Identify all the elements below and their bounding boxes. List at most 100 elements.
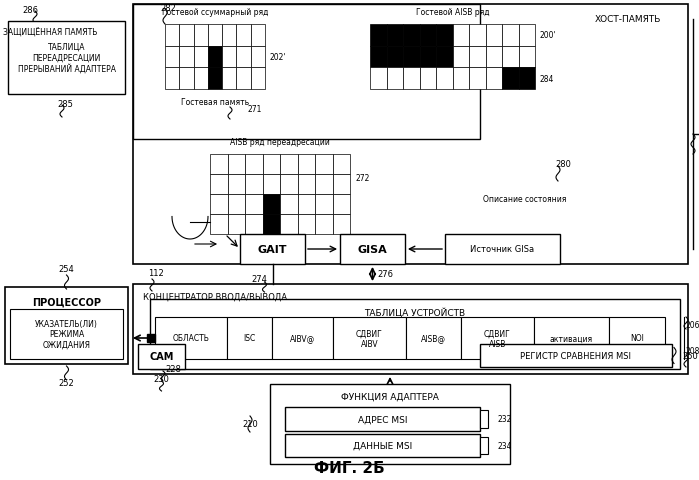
- Text: AIBV@: AIBV@: [290, 334, 315, 343]
- Bar: [436, 68, 452, 90]
- Bar: [315, 175, 333, 194]
- Text: 234: 234: [498, 441, 512, 450]
- Text: ДАННЫЕ MSI: ДАННЫЕ MSI: [353, 441, 412, 450]
- Bar: [333, 215, 350, 235]
- Text: ISC: ISC: [243, 334, 256, 343]
- Text: ФИГ. 2Б: ФИГ. 2Б: [314, 460, 385, 476]
- Text: Гостевой ссуммарный ряд: Гостевой ссуммарный ряд: [161, 8, 268, 17]
- Bar: [280, 215, 298, 235]
- Bar: [194, 68, 208, 90]
- Bar: [480, 410, 488, 428]
- Bar: [452, 25, 469, 47]
- Text: ПРОЦЕССОР: ПРОЦЕССОР: [32, 298, 101, 307]
- Bar: [179, 25, 194, 47]
- Bar: [236, 68, 251, 90]
- Bar: [333, 317, 405, 359]
- Text: ТАБЛИЦА
ПЕРЕАДРЕСАЦИИ
ПРЕРЫВАНИЙ АДАПТЕРА: ТАБЛИЦА ПЕРЕАДРЕСАЦИИ ПРЕРЫВАНИЙ АДАПТЕР…: [17, 43, 115, 74]
- Bar: [251, 68, 265, 90]
- Text: 200': 200': [540, 30, 556, 39]
- Bar: [227, 155, 245, 175]
- Bar: [519, 47, 535, 68]
- Bar: [280, 175, 298, 194]
- Bar: [315, 194, 333, 215]
- Bar: [227, 175, 245, 194]
- Text: Источник GISa: Источник GISa: [470, 245, 535, 254]
- Bar: [403, 25, 419, 47]
- Bar: [436, 25, 452, 47]
- Bar: [208, 68, 222, 90]
- Bar: [298, 194, 315, 215]
- Bar: [452, 68, 469, 90]
- Text: AISB@: AISB@: [421, 334, 446, 343]
- Text: УКАЗАТЕЛЬ(ЛИ)
РЕЖИМА
ОЖИДАНИЯ: УКАЗАТЕЛЬ(ЛИ) РЕЖИМА ОЖИДАНИЯ: [35, 319, 98, 349]
- Bar: [480, 437, 488, 454]
- Bar: [387, 25, 403, 47]
- Text: 271: 271: [247, 105, 261, 114]
- Bar: [285, 407, 480, 431]
- Bar: [315, 155, 333, 175]
- Bar: [469, 47, 486, 68]
- Text: 232: 232: [498, 415, 512, 424]
- Bar: [486, 25, 502, 47]
- Bar: [280, 194, 298, 215]
- Bar: [133, 5, 480, 140]
- Bar: [280, 155, 298, 175]
- Bar: [222, 25, 236, 47]
- Bar: [502, 68, 519, 90]
- Bar: [263, 175, 280, 194]
- Text: AISB ряд переадресации: AISB ряд переадресации: [230, 138, 330, 147]
- Bar: [194, 25, 208, 47]
- Bar: [150, 300, 680, 369]
- Bar: [245, 215, 263, 235]
- Bar: [245, 175, 263, 194]
- Text: 228: 228: [165, 364, 181, 373]
- Text: 276: 276: [377, 270, 394, 279]
- Bar: [133, 285, 688, 374]
- Text: NOI: NOI: [630, 334, 644, 343]
- Bar: [610, 317, 665, 359]
- Bar: [370, 47, 387, 68]
- Bar: [245, 155, 263, 175]
- Bar: [419, 47, 436, 68]
- Text: ФУНКЦИЯ АДАПТЕРА: ФУНКЦИЯ АДАПТЕРА: [341, 392, 439, 401]
- Bar: [461, 317, 533, 359]
- Bar: [245, 194, 263, 215]
- Bar: [5, 288, 128, 364]
- Text: 284: 284: [540, 75, 554, 84]
- Text: 272: 272: [355, 174, 369, 183]
- Bar: [370, 25, 387, 47]
- Bar: [263, 215, 280, 235]
- Text: Описание состояния: Описание состояния: [483, 194, 567, 204]
- Bar: [263, 194, 280, 215]
- Text: 274: 274: [252, 275, 268, 284]
- Bar: [227, 194, 245, 215]
- Text: 202': 202': [270, 53, 287, 62]
- Bar: [469, 68, 486, 90]
- Bar: [387, 47, 403, 68]
- Text: СДВИГ
AISB: СДВИГ AISB: [484, 329, 511, 348]
- Bar: [387, 68, 403, 90]
- Bar: [333, 175, 350, 194]
- Bar: [208, 47, 222, 68]
- Bar: [452, 47, 469, 68]
- Bar: [165, 25, 179, 47]
- Bar: [333, 155, 350, 175]
- Bar: [403, 68, 419, 90]
- Text: АДРЕС MSI: АДРЕС MSI: [358, 415, 408, 424]
- Text: 230: 230: [154, 374, 169, 383]
- Bar: [486, 68, 502, 90]
- Bar: [179, 68, 194, 90]
- Text: СДВИГ
AIBV: СДВИГ AIBV: [356, 329, 383, 348]
- Bar: [298, 215, 315, 235]
- Bar: [519, 68, 535, 90]
- Text: 252: 252: [59, 378, 74, 387]
- Text: активация: активация: [550, 334, 593, 343]
- Bar: [227, 317, 272, 359]
- Bar: [227, 215, 245, 235]
- Text: 285: 285: [57, 100, 73, 109]
- Text: 208: 208: [686, 347, 699, 356]
- Text: 280: 280: [555, 160, 571, 168]
- Text: 282: 282: [160, 4, 176, 13]
- Bar: [251, 47, 265, 68]
- Bar: [138, 344, 185, 369]
